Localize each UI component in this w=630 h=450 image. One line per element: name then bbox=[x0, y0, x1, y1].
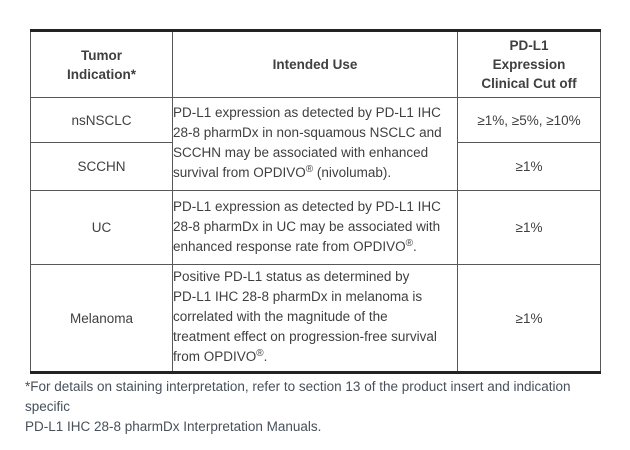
footnote-staining-interpretation: *For details on staining interpretation,… bbox=[25, 379, 571, 434]
table-row-scchn: SCCHN ≥1% bbox=[30, 142, 601, 191]
pdl1-intended-use-table-wrap: Tumor Indication* Intended Use PD-L1 Exp… bbox=[30, 29, 601, 374]
table-row-nsnsclc: nsNSCLC PD-L1 expression as detected by … bbox=[30, 97, 601, 191]
cell-cutoff-melanoma: ≥1% bbox=[457, 264, 601, 373]
cell-cutoff-nsnsclc: ≥1%, ≥5%, ≥10% bbox=[457, 97, 601, 143]
pdl1-intended-use-table: Tumor Indication* Intended Use PD-L1 Exp… bbox=[30, 29, 601, 374]
table-row-melanoma: Melanoma Positive PD-L1 status as determ… bbox=[30, 264, 601, 373]
header-tumor-indication: Tumor Indication* bbox=[30, 30, 173, 98]
cell-indication-nsnsclc: nsNSCLC bbox=[30, 97, 173, 143]
table-row-uc: UC PD-L1 expression as detected by PD-L1… bbox=[30, 190, 601, 265]
intended-use-text-uc: PD-L1 expression as detected by PD-L1 IH… bbox=[173, 198, 441, 254]
header-intended-use: Intended Use bbox=[172, 30, 458, 98]
cell-indication-melanoma: Melanoma bbox=[30, 264, 173, 373]
cell-intended-use-nsnsclc-scchn: PD-L1 expression as detected by PD-L1 IH… bbox=[172, 97, 458, 191]
cell-indication-scchn: SCCHN bbox=[30, 142, 173, 191]
cell-cutoff-scchn: ≥1% bbox=[457, 142, 601, 191]
cell-indication-uc: UC bbox=[30, 190, 173, 265]
cell-intended-use-uc: PD-L1 expression as detected by PD-L1 IH… bbox=[172, 190, 458, 265]
intended-use-text-nsnsclc-scchn: PD-L1 expression as detected by PD-L1 IH… bbox=[173, 105, 442, 180]
table-header-row: Tumor Indication* Intended Use PD-L1 Exp… bbox=[30, 30, 601, 98]
cell-intended-use-melanoma: Positive PD-L1 status as determined by P… bbox=[172, 264, 458, 373]
cell-cutoff-uc: ≥1% bbox=[457, 190, 601, 265]
intended-use-text-melanoma: Positive PD-L1 status as determined by P… bbox=[173, 269, 437, 364]
header-clinical-cutoff: PD-L1 Expression Clinical Cut off bbox=[457, 30, 601, 98]
